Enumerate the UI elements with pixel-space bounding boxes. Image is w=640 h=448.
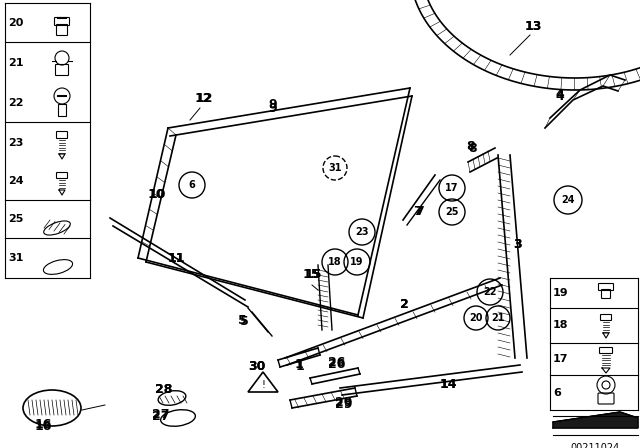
Text: 11: 11 bbox=[168, 252, 186, 265]
Text: 7: 7 bbox=[415, 205, 424, 218]
Text: 12: 12 bbox=[195, 92, 212, 105]
Text: 8: 8 bbox=[468, 142, 477, 155]
Text: 18: 18 bbox=[328, 257, 342, 267]
Text: 19: 19 bbox=[350, 257, 364, 267]
Text: 31: 31 bbox=[328, 163, 342, 173]
Text: 1: 1 bbox=[295, 358, 304, 371]
Text: 11: 11 bbox=[168, 252, 186, 265]
Text: 28: 28 bbox=[155, 383, 172, 396]
Text: 17: 17 bbox=[445, 183, 459, 193]
Text: 26: 26 bbox=[328, 356, 346, 369]
Text: 5: 5 bbox=[240, 315, 249, 328]
Text: 23: 23 bbox=[8, 138, 24, 147]
Text: 6: 6 bbox=[553, 388, 561, 397]
Text: 14: 14 bbox=[440, 378, 458, 391]
Text: 10: 10 bbox=[149, 188, 166, 201]
Text: 30: 30 bbox=[248, 360, 266, 373]
Text: 26: 26 bbox=[328, 358, 346, 371]
Text: 25: 25 bbox=[445, 207, 459, 217]
Text: 22: 22 bbox=[483, 287, 497, 297]
Text: 6: 6 bbox=[189, 180, 195, 190]
Text: 15: 15 bbox=[303, 268, 321, 281]
Text: 12: 12 bbox=[196, 92, 214, 105]
Text: 19: 19 bbox=[553, 288, 568, 298]
Text: 20: 20 bbox=[469, 313, 483, 323]
Text: !: ! bbox=[261, 380, 265, 390]
Text: 10: 10 bbox=[148, 188, 166, 201]
Text: 24: 24 bbox=[561, 195, 575, 205]
Polygon shape bbox=[553, 412, 638, 428]
Text: 13: 13 bbox=[525, 20, 542, 33]
Text: 23: 23 bbox=[355, 227, 369, 237]
Text: 18: 18 bbox=[553, 320, 568, 331]
Text: 20: 20 bbox=[8, 17, 24, 27]
Text: 27: 27 bbox=[152, 408, 170, 421]
Text: 1: 1 bbox=[296, 360, 305, 373]
Text: 29: 29 bbox=[335, 396, 353, 409]
Text: 9: 9 bbox=[268, 98, 276, 111]
Text: 3: 3 bbox=[513, 238, 522, 251]
Text: 22: 22 bbox=[8, 98, 24, 108]
Text: 00211024: 00211024 bbox=[570, 443, 620, 448]
Text: 5: 5 bbox=[238, 314, 247, 327]
Text: 28: 28 bbox=[155, 383, 172, 396]
Text: 3: 3 bbox=[513, 238, 522, 251]
Text: 7: 7 bbox=[413, 205, 422, 218]
Text: 29: 29 bbox=[335, 398, 353, 411]
Text: 21: 21 bbox=[8, 57, 24, 68]
Text: 17: 17 bbox=[553, 354, 568, 364]
Text: 9: 9 bbox=[268, 102, 276, 115]
Text: 13: 13 bbox=[525, 20, 542, 33]
Text: 8: 8 bbox=[466, 140, 475, 153]
Text: 2: 2 bbox=[400, 298, 409, 311]
Text: 31: 31 bbox=[8, 253, 24, 263]
Text: 25: 25 bbox=[8, 214, 24, 224]
Text: 14: 14 bbox=[440, 378, 458, 391]
Text: 21: 21 bbox=[492, 313, 505, 323]
Text: 30: 30 bbox=[248, 360, 266, 373]
Text: 16: 16 bbox=[35, 418, 52, 431]
Text: 4: 4 bbox=[555, 90, 564, 103]
Text: 15: 15 bbox=[305, 268, 323, 281]
Text: 2: 2 bbox=[400, 298, 409, 311]
Text: 24: 24 bbox=[8, 177, 24, 186]
Text: 27: 27 bbox=[152, 410, 170, 423]
Text: 16: 16 bbox=[35, 420, 52, 433]
Text: 4: 4 bbox=[555, 88, 564, 101]
